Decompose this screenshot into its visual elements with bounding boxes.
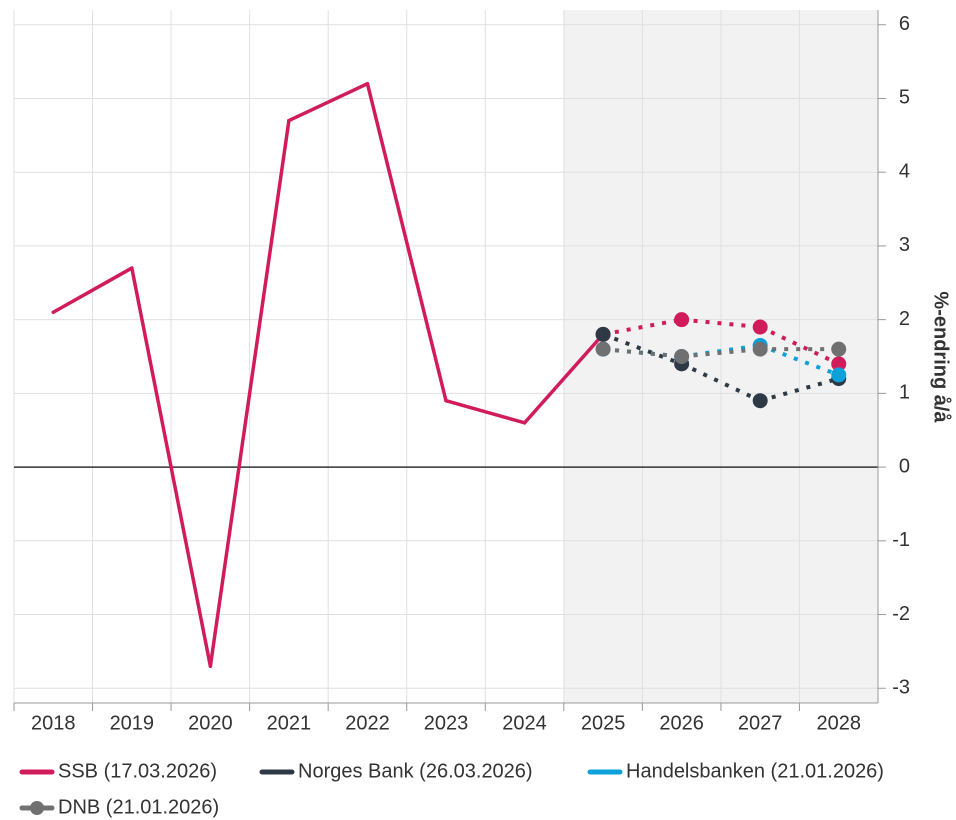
x-tick-label: 2020 [188, 712, 233, 734]
legend-label: Norges Bank (26.03.2026) [298, 760, 533, 782]
y-tick-label: 4 [899, 160, 910, 182]
point [831, 367, 847, 383]
forecast-segment [602, 317, 683, 337]
x-tick-label: 2027 [738, 712, 783, 734]
forecast-segment [602, 347, 682, 359]
point [752, 393, 768, 409]
y-tick-label: -3 [892, 677, 910, 699]
y-tick-label: 0 [899, 455, 910, 477]
y-tick-label: 2 [899, 308, 910, 330]
x-tick-label: 2021 [267, 712, 312, 734]
legend-label: DNB (21.01.2026) [58, 796, 219, 818]
y-tick-label: 5 [899, 87, 910, 109]
x-tick-label: 2026 [659, 712, 704, 734]
x-tick-label: 2025 [581, 712, 626, 734]
legend-label: SSB (17.03.2026) [58, 760, 217, 782]
x-tick-label: 2018 [31, 712, 76, 734]
line-segment [287, 81, 370, 123]
line-segment [365, 81, 448, 403]
x-tick-label: 2022 [345, 712, 390, 734]
point [831, 341, 847, 357]
forecast-segment [759, 325, 840, 366]
y-axis-label: %-endring å/å [930, 291, 953, 423]
x-tick-label: 2028 [816, 712, 861, 734]
line-segment [130, 266, 213, 668]
point [752, 319, 768, 335]
forecast-segment [681, 347, 761, 359]
line-segment [444, 398, 527, 425]
point [752, 341, 768, 357]
legend-label: Handelsbanken (21.01.2026) [626, 760, 884, 782]
point [831, 356, 847, 372]
x-tick-label: 2019 [110, 712, 155, 734]
y-tick-label: 3 [899, 234, 910, 256]
forecast-segment [680, 362, 762, 403]
legend-marker [30, 801, 44, 815]
y-tick-label: 6 [899, 13, 910, 35]
y-tick-label: -1 [892, 529, 910, 551]
point [674, 349, 690, 364]
line-segment [208, 118, 291, 668]
point [595, 326, 611, 342]
line-segment [522, 332, 605, 425]
forecast-segment [681, 317, 761, 330]
x-tick-label: 2024 [502, 712, 547, 734]
forecast-segment [602, 332, 683, 366]
point [674, 312, 690, 328]
forecast-segment [759, 376, 840, 403]
y-tick-label: 1 [899, 382, 910, 404]
point [595, 341, 611, 357]
line-segment [51, 266, 134, 315]
y-tick-label: -2 [892, 603, 910, 625]
x-tick-label: 2023 [424, 712, 469, 734]
